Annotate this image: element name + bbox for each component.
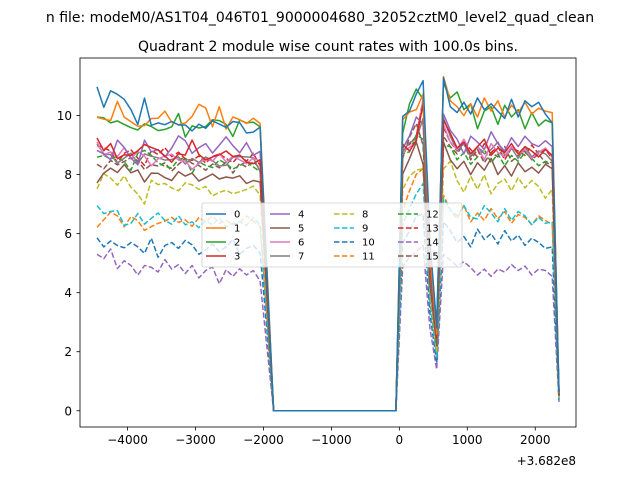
chart-title: Quadrant 2 module wise count rates with …	[138, 39, 518, 55]
x-tick-label: −4000	[107, 433, 148, 447]
series-line-11	[96, 167, 560, 412]
y-tick-label: 6	[64, 227, 72, 241]
series-line-0	[96, 77, 560, 412]
x-tick-label: 0	[396, 433, 404, 447]
x-tick-label: 2000	[520, 433, 551, 447]
x-tick-label: −3000	[175, 433, 216, 447]
plot-frame	[79, 57, 577, 428]
y-tick-label: 8	[64, 168, 72, 182]
x-tick-label: −2000	[243, 433, 284, 447]
legend-label-4: 4	[298, 210, 304, 221]
legend-label-7: 7	[298, 252, 304, 263]
legend-label-2: 2	[234, 238, 240, 249]
legend-label-5: 5	[298, 224, 304, 235]
legend-label-6: 6	[298, 238, 304, 249]
x-offset-label: +3.682e8	[517, 454, 576, 468]
legend-label-9: 9	[362, 224, 368, 235]
legend-label-15: 15	[426, 252, 439, 263]
legend-label-14: 14	[426, 238, 439, 249]
legend-label-13: 13	[426, 224, 439, 235]
legend-label-0: 0	[234, 210, 240, 221]
legend-label-11: 11	[362, 252, 375, 263]
figure-suptitle: n file: modeM0/AS1T04_046T01_9000004680_…	[46, 10, 594, 26]
legend-label-10: 10	[362, 238, 375, 249]
legend-label-12: 12	[426, 210, 439, 221]
x-axis: −4000 −3000 −2000 −1000 0 1000 2000	[107, 427, 551, 447]
y-tick-label: 0	[64, 404, 72, 418]
y-tick-label: 4	[64, 286, 72, 300]
legend-box	[201, 202, 463, 268]
x-tick-label: −1000	[311, 433, 352, 447]
x-tick-label: 1000	[452, 433, 483, 447]
y-axis: 0 2 4 6 8 10	[57, 109, 80, 418]
legend-label-1: 1	[234, 224, 240, 235]
y-tick-label: 10	[57, 109, 72, 123]
legend-label-3: 3	[234, 252, 240, 263]
legend-label-8: 8	[362, 210, 368, 221]
y-tick-label: 2	[64, 345, 72, 359]
series-layer	[96, 75, 560, 412]
